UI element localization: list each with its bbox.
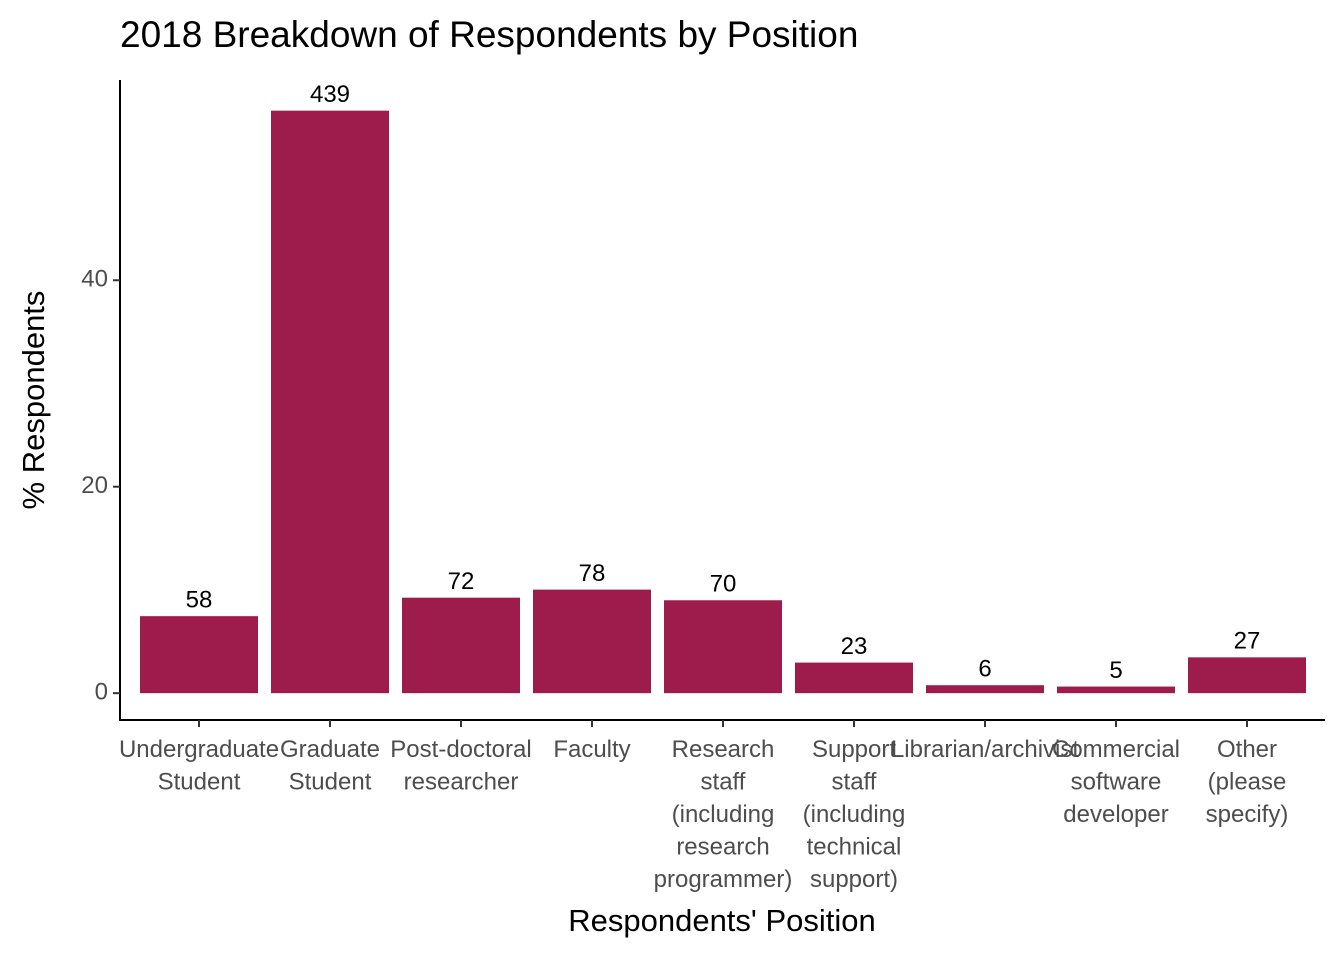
x-tick-label-line: staff [832,769,877,796]
x-tick-label-line: Faculty [553,736,630,763]
x-tick-label: Undergraduate Student [119,736,279,796]
x-tick-label: Research staff (including research programme… [654,736,793,893]
x-tick-label-line: software [1071,769,1162,796]
bar [140,616,258,694]
value-label: 27 [1234,628,1261,655]
value-label: 58 [186,586,213,613]
x-tick-label-line: Other [1217,736,1277,763]
x-tick-label-line: (including [803,801,906,828]
x-tick-label: Librarian/archivist [891,736,1079,763]
value-label: 72 [448,568,475,595]
value-label: 439 [310,81,350,108]
y-axis-title: % Respondents [16,291,51,510]
x-tick-label-line: research [676,834,769,861]
x-tick-label: Post-doctoral researcher [390,736,531,796]
value-label: 78 [579,560,606,587]
x-tick-label-line: Undergraduate [119,736,279,763]
value-label: 6 [978,656,991,683]
bar [1057,686,1175,694]
x-tick-label-line: support) [810,866,898,893]
x-tick-label-line: programmer) [654,866,793,893]
bar [664,600,782,694]
bar [533,589,651,694]
x-axis-title: Respondents' Position [568,903,876,938]
x-tick-label-line: Student [289,769,372,796]
x-tick-label-line: researcher [404,769,519,796]
x-tick-label-line: Commercial [1052,736,1180,763]
x-tick-label-line: technical [807,834,902,861]
x-tick-label-line: Librarian/archivist [891,736,1079,763]
bar [271,110,389,694]
x-tick-label-line: developer [1063,801,1168,828]
value-label: 23 [841,633,868,660]
x-tick-label-line: Research [672,736,775,763]
x-tick-label-line: Graduate [280,736,380,763]
bar [402,597,520,694]
x-tick-label-line: staff [701,769,746,796]
x-tick-label-line: specify) [1206,801,1289,828]
x-tick-label: Graduate Student [280,736,380,796]
bar [1188,657,1306,694]
value-label: 5 [1109,657,1122,684]
x-tick-label-line: Support [812,736,896,763]
x-tick-label-line: (including [672,801,775,828]
y-tick-label: 0 [95,679,108,706]
x-tick-label: Faculty [553,736,630,763]
x-tick-label: Support staff (including technical support) [803,736,906,893]
x-tick-label-line: Post-doctoral [390,736,531,763]
x-tick-label: Other (please specify) [1206,736,1289,828]
x-tick-label-line: Student [158,769,241,796]
y-tick-label: 40 [81,266,108,293]
bar [795,662,913,694]
y-tick-label: 20 [81,472,108,499]
chart-title: 2018 Breakdown of Respondents by Positio… [120,14,858,55]
x-tick-label: Commercial software developer [1052,736,1180,828]
x-tick-label-line: (please [1208,769,1287,796]
value-label: 70 [710,571,737,598]
bar [926,685,1044,694]
